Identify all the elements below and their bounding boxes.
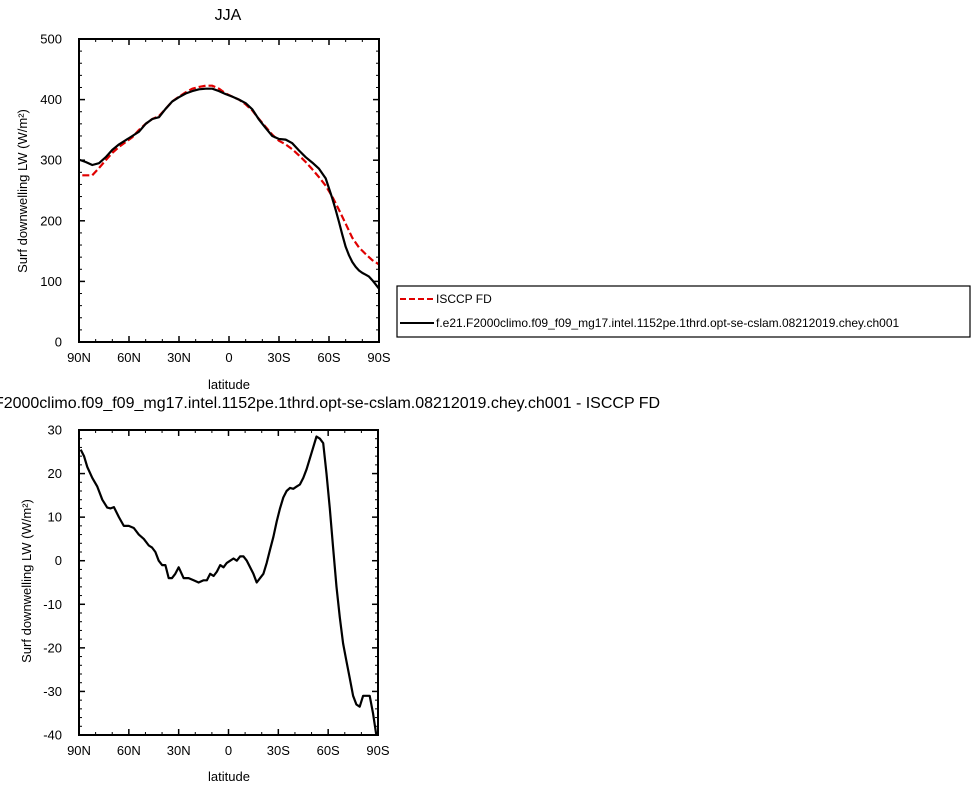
legend-label-model: f.e21.F2000climo.f09_f09_mg17.intel.1152… [436,316,900,330]
top-y-tick-label: 400 [40,92,62,107]
bottom-y-tick-label: 0 [55,553,62,568]
bottom-x-tick-label: 60N [117,743,141,758]
legend-label-isccp: ISCCP FD [436,292,492,306]
bottom-x-tick-label: 60S [317,743,340,758]
legend: ISCCP FD f.e21.F2000climo.f09_f09_mg17.i… [396,285,971,338]
bottom-panel-y-axis-label: Surf downwelling LW (W/m²) [19,499,34,663]
bottom-panel-series [79,435,378,736]
top-series-line-1 [78,87,380,290]
bottom-panel-ticks: 90N 60N 30N 0 30S 60S 90S -40 -30 -20 -10 0 10 20 30 [43,423,390,759]
bottom-x-tick-label: 90N [67,743,91,758]
top-panel: JJA 90N 60N 30N 0 30S 60S 90S0100200300400500 … [15,7,391,392]
top-x-tick-label: 60N [117,350,141,365]
bottom-x-tick-label: 0 [225,743,232,758]
top-x-tick-label: 30N [167,350,191,365]
bottom-panel-x-axis-label: latitude [208,769,250,784]
bottom-x-tick-label: 30N [167,743,191,758]
bottom-panel-title: f.e21.F2000climo.f09_f09_mg17.intel.1152… [0,395,660,412]
bottom-y-tick-label: -10 [43,597,62,612]
bottom-panel-frame [78,429,379,736]
top-y-tick-label: 300 [40,153,62,168]
top-panel-x-axis-label: latitude [208,377,250,392]
top-y-tick-label: 500 [40,32,62,47]
top-x-tick-label: 60S [317,350,340,365]
top-panel-frame [78,38,380,343]
bottom-panel: f.e21.F2000climo.f09_f09_mg17.intel.1152… [0,395,660,784]
top-y-tick-label: 200 [40,213,62,228]
bottom-y-tick-label: -30 [43,684,62,699]
bottom-series-line-0 [79,435,378,736]
bottom-y-tick-label: 20 [48,466,62,481]
top-panel-title: JJA [215,7,242,24]
top-x-tick-label: 0 [225,350,232,365]
top-series-line-0 [82,84,380,266]
top-panel-y-axis-label: Surf downwelling LW (W/m²) [15,109,30,273]
top-panel-gridless-ticks: 90N 60N 30N 0 30S 60S 90S 0 100 200 300 400 500 [40,32,391,366]
top-y-tick-label: 100 [40,274,62,289]
top-x-tick-label: 30S [267,350,290,365]
bottom-y-tick-label: 10 [48,510,62,525]
bottom-x-tick-label: 30S [267,743,290,758]
legend-box [396,285,971,338]
bottom-y-tick-label: -40 [43,728,62,743]
top-y-tick-label: 0 [55,335,62,350]
bottom-y-tick-label: -20 [43,640,62,655]
top-panel-series [78,84,380,290]
top-x-tick-label: 90S [367,350,390,365]
top-x-tick-label: 90N [67,350,91,365]
bottom-x-tick-label: 90S [366,743,389,758]
bottom-y-tick-label: 30 [48,423,62,438]
